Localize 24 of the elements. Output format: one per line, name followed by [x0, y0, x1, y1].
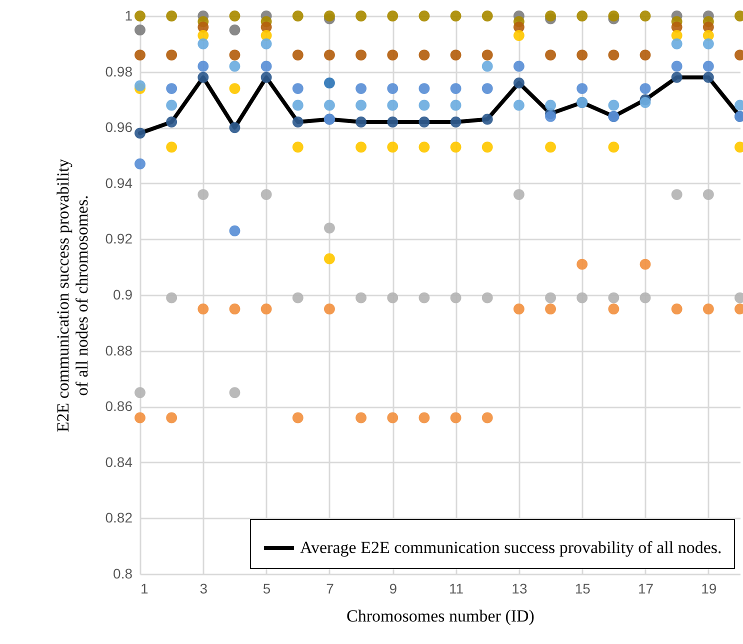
x-tick-label: 9	[389, 580, 398, 596]
x-tick-label: 19	[701, 580, 717, 596]
y-tick-label: 0.92	[105, 230, 133, 247]
y-tick-label: 0.9	[113, 286, 133, 302]
y-tick-label: 1	[124, 8, 133, 24]
y-tick-label: 0.82	[105, 510, 133, 526]
y-tick-label: 0.84	[105, 454, 133, 470]
y-tick-label: 0.8	[113, 566, 133, 582]
x-tick-label: 17	[638, 580, 654, 596]
x-tick-label: 15	[574, 580, 591, 596]
x-tick-label: 11	[449, 580, 464, 596]
y-tick-label: 0.94	[105, 174, 133, 191]
x-axis-title: Chromosomes number (ID)	[346, 606, 534, 626]
x-tick-label: 3	[200, 580, 208, 596]
y-tick-label: 0.88	[105, 342, 133, 358]
legend-label: Average E2E communication success provability of all nodes.	[300, 538, 722, 557]
y-tick-label: 0.98	[105, 63, 133, 80]
x-tick-label: 5	[262, 580, 271, 596]
x-tick-label: 7	[326, 580, 334, 596]
y-tick-label: 0.86	[105, 398, 133, 414]
y-axis-title: E2E communication success provability of all nodes of chromosomes.	[53, 158, 92, 432]
y-tick-label: 0.96	[105, 119, 133, 136]
x-tick-label: 13	[512, 580, 528, 596]
x-tick-label: 1	[140, 580, 148, 596]
